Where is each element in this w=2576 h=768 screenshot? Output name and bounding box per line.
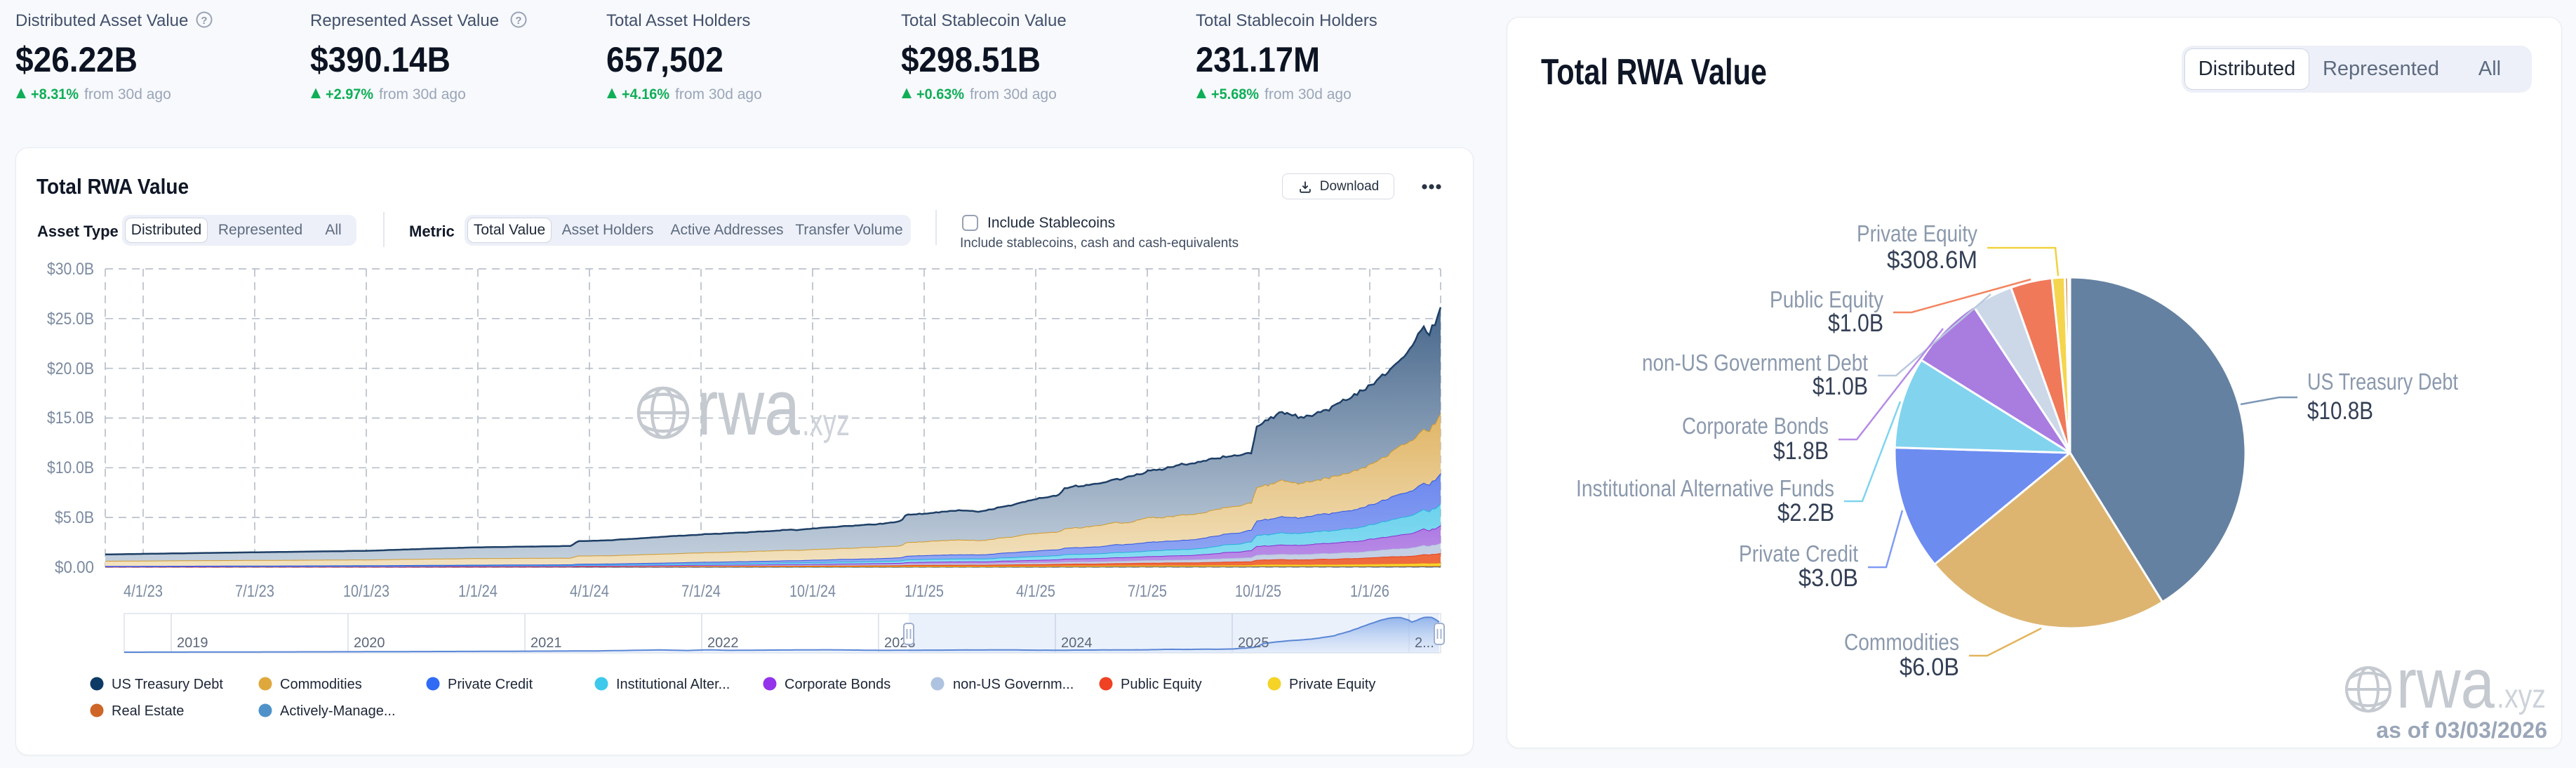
svg-text:Private Equity: Private Equity (1857, 220, 1977, 246)
svg-text:7/1/25: 7/1/25 (1128, 582, 1167, 601)
svg-text:1/1/25: 1/1/25 (905, 582, 944, 601)
svg-text:$10.0B: $10.0B (47, 458, 94, 477)
svg-text:$1.0B: $1.0B (1813, 373, 1868, 400)
svg-text:Total Asset Holders: Total Asset Holders (606, 11, 750, 30)
svg-text:as of 03/03/2026: as of 03/03/2026 (2376, 717, 2547, 743)
svg-text:Represented Asset Value: Represented Asset Value (310, 11, 499, 30)
svg-text:2024: 2024 (1061, 635, 1093, 651)
svg-text:$1.0B: $1.0B (1828, 310, 1883, 337)
svg-text:non-US Government Debt: non-US Government Debt (1642, 350, 1868, 376)
svg-text:?: ? (515, 15, 521, 27)
svg-text:Private Equity: Private Equity (1289, 677, 1375, 692)
svg-text:$15.0B: $15.0B (47, 409, 94, 428)
svg-text:657,502: 657,502 (606, 40, 723, 79)
svg-text:?: ? (201, 15, 207, 27)
svg-text:$0.00: $0.00 (55, 558, 94, 577)
svg-text:+4.16%: +4.16% (622, 86, 669, 102)
svg-text:Actively-Manage...: Actively-Manage... (280, 703, 396, 719)
svg-text:4/1/25: 4/1/25 (1016, 582, 1055, 601)
svg-text:$298.51B: $298.51B (901, 40, 1041, 79)
svg-text:$6.0B: $6.0B (1900, 654, 1959, 681)
svg-text:2022: 2022 (707, 635, 739, 651)
svg-text:from 30d ago: from 30d ago (970, 86, 1057, 102)
svg-text:7/1/24: 7/1/24 (681, 582, 721, 601)
svg-text:+2.97%: +2.97% (326, 86, 373, 102)
svg-text:Private Credit: Private Credit (448, 677, 533, 692)
svg-text:Institutional Alternative Fund: Institutional Alternative Funds (1576, 475, 1834, 501)
svg-text:Total Stablecoin Value: Total Stablecoin Value (901, 11, 1067, 30)
svg-text:2...: 2... (1415, 635, 1434, 651)
svg-text:$25.0B: $25.0B (47, 310, 94, 329)
svg-text:4/1/23: 4/1/23 (124, 582, 163, 601)
svg-text:2020: 2020 (354, 635, 385, 651)
svg-text:2019: 2019 (177, 635, 208, 651)
svg-text:$26.22B: $26.22B (15, 40, 138, 79)
svg-text:Commodities: Commodities (280, 677, 362, 692)
svg-text:1/1/26: 1/1/26 (1350, 582, 1389, 601)
svg-text:10/1/25: 10/1/25 (1235, 582, 1281, 601)
svg-text:2025: 2025 (1238, 635, 1269, 651)
svg-text:$3.0B: $3.0B (1798, 564, 1858, 592)
svg-text:non-US Governm...: non-US Governm... (953, 677, 1074, 692)
svg-text:US Treasury Debt: US Treasury Debt (112, 677, 223, 692)
svg-text:+0.63%: +0.63% (916, 86, 964, 102)
svg-text:Commodities: Commodities (1844, 629, 1959, 655)
svg-text:$1.8B: $1.8B (1773, 437, 1829, 465)
svg-text:7/1/23: 7/1/23 (235, 582, 274, 601)
svg-text:$10.8B: $10.8B (2307, 397, 2373, 425)
svg-text:rwa: rwa (697, 364, 801, 451)
svg-text:$2.2B: $2.2B (1777, 499, 1834, 527)
svg-text:+5.68%: +5.68% (1211, 86, 1259, 102)
svg-text:$30.0B: $30.0B (47, 260, 94, 279)
svg-text:2021: 2021 (530, 635, 562, 651)
svg-text:rwa: rwa (2396, 644, 2495, 723)
svg-text:from 30d ago: from 30d ago (675, 86, 762, 102)
svg-text:from 30d ago: from 30d ago (379, 86, 466, 102)
svg-text:$20.0B: $20.0B (47, 359, 94, 378)
svg-text:$308.6M: $308.6M (1887, 246, 1977, 274)
svg-text:Public Equity: Public Equity (1121, 677, 1202, 692)
svg-text:from 30d ago: from 30d ago (1264, 86, 1352, 102)
svg-text:Total RWA Value: Total RWA Value (1541, 52, 1767, 93)
svg-text:+8.31%: +8.31% (31, 86, 79, 102)
svg-text:Corporate Bonds: Corporate Bonds (1682, 413, 1829, 439)
svg-text:10/1/24: 10/1/24 (789, 582, 836, 601)
svg-text:$390.14B: $390.14B (310, 40, 451, 79)
svg-text:Corporate Bonds: Corporate Bonds (785, 677, 890, 692)
svg-text:Real Estate: Real Estate (112, 703, 184, 719)
svg-text:4/1/24: 4/1/24 (570, 582, 609, 601)
svg-text:1/1/24: 1/1/24 (458, 582, 498, 601)
svg-text:Distributed Asset Value: Distributed Asset Value (15, 11, 188, 30)
svg-text:.xyz: .xyz (802, 402, 850, 444)
svg-text:231.17M: 231.17M (1196, 40, 1320, 79)
svg-text:from 30d ago: from 30d ago (84, 86, 171, 102)
svg-text:Private Credit: Private Credit (1739, 541, 1858, 567)
svg-text:Total RWA Value: Total RWA Value (36, 174, 189, 199)
svg-text:Public Equity: Public Equity (1770, 286, 1883, 312)
svg-text:US Treasury Debt: US Treasury Debt (2307, 369, 2458, 395)
svg-text:Institutional Alter...: Institutional Alter... (616, 677, 730, 692)
svg-text:$5.0B: $5.0B (55, 508, 94, 527)
svg-text:Total Stablecoin Holders: Total Stablecoin Holders (1196, 11, 1377, 30)
svg-text:10/1/23: 10/1/23 (343, 582, 389, 601)
svg-text:.xyz: .xyz (2497, 678, 2546, 715)
